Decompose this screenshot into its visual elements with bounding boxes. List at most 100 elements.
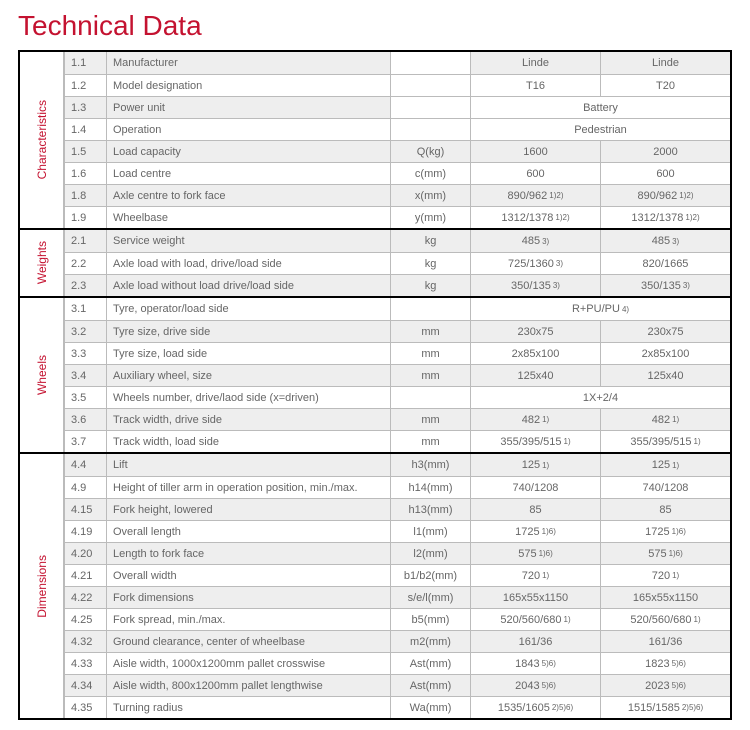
- row-description: Tyre, operator/load side: [106, 298, 390, 320]
- table-row: 4.35Turning radiusWa(mm)1535/16052)5)6)1…: [64, 696, 730, 718]
- value-col1: 520/560/6801): [470, 608, 600, 630]
- table-row: 1.3Power unitBattery: [64, 96, 730, 118]
- table-row: 3.6Track width, drive sidemm4821)4821): [64, 408, 730, 430]
- table-row: 4.34Aisle width, 800x1200mm pallet lengt…: [64, 674, 730, 696]
- row-description: Turning radius: [106, 696, 390, 718]
- value-col1: 740/1208: [470, 476, 600, 498]
- row-unit: [390, 298, 470, 320]
- row-unit: Wa(mm): [390, 696, 470, 718]
- row-number: 2.3: [64, 274, 106, 296]
- row-number: 3.2: [64, 320, 106, 342]
- value-col2: 85: [600, 498, 730, 520]
- category-label: Weights: [35, 241, 49, 284]
- row-unit: Ast(mm): [390, 674, 470, 696]
- value-col2: 165x55x1150: [600, 586, 730, 608]
- value-merged: Battery: [470, 96, 730, 118]
- row-number: 4.32: [64, 630, 106, 652]
- table-row: 4.32Ground clearance, center of wheelbas…: [64, 630, 730, 652]
- row-description: Service weight: [106, 230, 390, 252]
- table-row: 2.3Axle load without load drive/load sid…: [64, 274, 730, 296]
- table-row: 1.6Load centrec(mm)600600: [64, 162, 730, 184]
- row-unit: b1/b2(mm): [390, 564, 470, 586]
- row-unit: mm: [390, 320, 470, 342]
- row-description: Axle load with load, drive/load side: [106, 252, 390, 274]
- value-col1: 1312/13781)2): [470, 206, 600, 228]
- row-description: Wheels number, drive/laod side (x=driven…: [106, 386, 390, 408]
- row-number: 1.4: [64, 118, 106, 140]
- value-col2: 520/560/6801): [600, 608, 730, 630]
- value-col1: 600: [470, 162, 600, 184]
- row-number: 3.3: [64, 342, 106, 364]
- value-col2: 1515/15852)5)6): [600, 696, 730, 718]
- value-col1: 18435)6): [470, 652, 600, 674]
- value-col2: 890/9621)2): [600, 184, 730, 206]
- row-unit: x(mm): [390, 184, 470, 206]
- value-col1: 725/13603): [470, 252, 600, 274]
- row-number: 1.9: [64, 206, 106, 228]
- value-col1: 85: [470, 498, 600, 520]
- value-col1: 4821): [470, 408, 600, 430]
- row-number: 4.4: [64, 454, 106, 476]
- row-description: Length to fork face: [106, 542, 390, 564]
- value-col2: 7201): [600, 564, 730, 586]
- row-number: 3.4: [64, 364, 106, 386]
- value-col1: 350/1353): [470, 274, 600, 296]
- value-col2: 125x40: [600, 364, 730, 386]
- value-col1: 125x40: [470, 364, 600, 386]
- value-col1: 7201): [470, 564, 600, 586]
- row-description: Model designation: [106, 74, 390, 96]
- row-unit: mm: [390, 430, 470, 452]
- row-number: 3.6: [64, 408, 106, 430]
- table-row: 3.3Tyre size, load sidemm2x85x1002x85x10…: [64, 342, 730, 364]
- value-col2: 355/395/5151): [600, 430, 730, 452]
- value-col1: 17251)6): [470, 520, 600, 542]
- row-description: Overall width: [106, 564, 390, 586]
- table-row: 3.5Wheels number, drive/laod side (x=dri…: [64, 386, 730, 408]
- row-number: 4.9: [64, 476, 106, 498]
- value-col1: 1600: [470, 140, 600, 162]
- table-row: 3.1Tyre, operator/load side R+PU/PU4): [64, 298, 730, 320]
- value-col2: 230x75: [600, 320, 730, 342]
- value-col2: 2000: [600, 140, 730, 162]
- row-description: Auxiliary wheel, size: [106, 364, 390, 386]
- value-col1: 20435)6): [470, 674, 600, 696]
- row-number: 4.19: [64, 520, 106, 542]
- table-row: 4.19Overall lengthl1(mm)17251)6)17251)6): [64, 520, 730, 542]
- value-merged: R+PU/PU4): [470, 298, 730, 320]
- row-unit: y(mm): [390, 206, 470, 228]
- value-col1: Linde: [470, 52, 600, 74]
- value-col2: 17251)6): [600, 520, 730, 542]
- row-description: Manufacturer: [106, 52, 390, 74]
- row-description: Wheelbase: [106, 206, 390, 228]
- value-col2: 20235)6): [600, 674, 730, 696]
- value-col2: 18235)6): [600, 652, 730, 674]
- row-number: 4.33: [64, 652, 106, 674]
- value-col1: 161/36: [470, 630, 600, 652]
- value-col1: 165x55x1150: [470, 586, 600, 608]
- row-description: Ground clearance, center of wheelbase: [106, 630, 390, 652]
- value-col2: 1251): [600, 454, 730, 476]
- row-number: 1.8: [64, 184, 106, 206]
- row-description: Operation: [106, 118, 390, 140]
- row-unit: [390, 386, 470, 408]
- value-col2: 161/36: [600, 630, 730, 652]
- row-number: 3.7: [64, 430, 106, 452]
- row-number: 4.34: [64, 674, 106, 696]
- row-number: 3.1: [64, 298, 106, 320]
- row-number: 1.2: [64, 74, 106, 96]
- row-unit: [390, 96, 470, 118]
- row-description: Aisle width, 1000x1200mm pallet crosswis…: [106, 652, 390, 674]
- row-unit: [390, 74, 470, 96]
- table-row: 4.20Length to fork facel2(mm)5751)6)5751…: [64, 542, 730, 564]
- value-col1: 230x75: [470, 320, 600, 342]
- row-description: Fork height, lowered: [106, 498, 390, 520]
- value-col2: Linde: [600, 52, 730, 74]
- row-number: 4.20: [64, 542, 106, 564]
- row-unit: [390, 52, 470, 74]
- row-unit: mm: [390, 408, 470, 430]
- value-col1: 5751)6): [470, 542, 600, 564]
- row-unit: kg: [390, 274, 470, 296]
- row-description: Power unit: [106, 96, 390, 118]
- row-unit: m2(mm): [390, 630, 470, 652]
- value-col2: 600: [600, 162, 730, 184]
